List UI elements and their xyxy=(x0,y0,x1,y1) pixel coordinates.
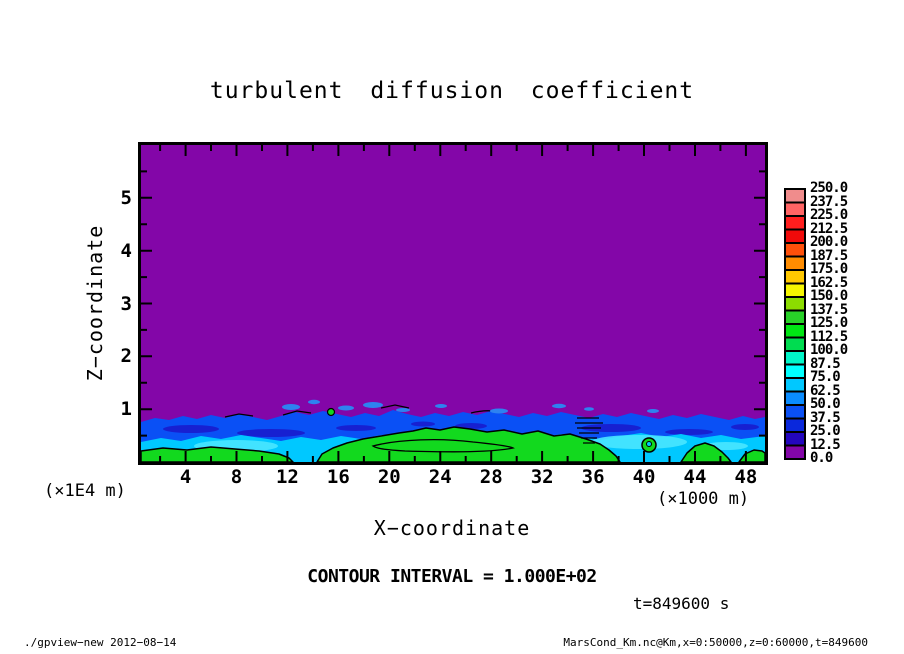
x-axis-label: X−coordinate xyxy=(373,516,531,540)
colorbar-label: 187.5 xyxy=(810,247,848,264)
x-tick-label: 4 xyxy=(179,466,192,488)
colorbar-label: 112.5 xyxy=(810,328,848,345)
z-tick-label: 4 xyxy=(120,239,132,262)
contour-interval-note: CONTOUR INTERVAL = 1.000E+02 xyxy=(307,566,597,587)
colorbar-cell xyxy=(784,296,806,312)
plot-area xyxy=(138,142,768,465)
green-cores xyxy=(141,407,765,462)
colorbar-cell xyxy=(784,215,806,231)
colorbar-cell xyxy=(784,255,806,271)
colorbar-cell xyxy=(784,390,806,406)
colorbar-cell xyxy=(784,242,806,258)
colorbar-label: 12.5 xyxy=(810,436,841,453)
detached-plumes xyxy=(282,399,659,414)
colorbar-cell xyxy=(784,323,806,339)
colorbar-cell xyxy=(784,228,806,244)
plot-title: turbulent diffusion coefficient xyxy=(209,78,695,104)
colorbar-label: 162.5 xyxy=(810,274,848,291)
colorbar-cell xyxy=(784,363,806,379)
contour-field xyxy=(141,145,765,462)
colorbar-label: 237.5 xyxy=(810,193,848,210)
colorbar-cell xyxy=(784,350,806,366)
x-tick-label: 20 xyxy=(377,466,401,488)
colorbar-label: 50.0 xyxy=(810,396,841,412)
colorbar-label: 37.5 xyxy=(810,409,841,426)
colorbar-label: 225.0 xyxy=(810,207,848,223)
colorbar-cell xyxy=(784,404,806,420)
colorbar-label: 75.0 xyxy=(810,369,841,385)
x-tick-label: 48 xyxy=(734,466,758,488)
footer-file-info: MarsCond_Km.nc@Km,x=0:50000,z=0:60000,t=… xyxy=(563,636,868,649)
colorbar-cell xyxy=(784,444,806,460)
colorbar-label: 0.0 xyxy=(810,450,833,466)
colorbar-cell xyxy=(784,201,806,217)
z-tick-label: 5 xyxy=(120,186,132,209)
colorbar xyxy=(784,188,806,460)
x-tick-label: 44 xyxy=(683,466,707,488)
colorbar-cell xyxy=(784,188,806,204)
colorbar-cell xyxy=(784,377,806,393)
axis-ticks xyxy=(141,145,765,462)
colorbar-label: 87.5 xyxy=(810,355,841,372)
zero-value-region xyxy=(141,145,765,462)
colorbar-label: 100.0 xyxy=(810,342,848,358)
x-tick-label: 12 xyxy=(275,466,299,488)
x-tick-label: 28 xyxy=(479,466,503,488)
footer-command-line: ./gpview−new 2012−08−14 xyxy=(24,636,177,649)
x-tick-label: 8 xyxy=(230,466,243,488)
colorbar-label: 137.5 xyxy=(810,301,848,318)
x-axis-unit: (×1000 m) xyxy=(657,489,750,509)
colorbar-cell xyxy=(784,431,806,447)
colorbar-label: 175.0 xyxy=(810,261,848,277)
colorbar-label: 62.5 xyxy=(810,382,841,399)
colorbar-label: 250.0 xyxy=(810,180,848,196)
colorbar-cell xyxy=(784,282,806,298)
colorbar-label: 125.0 xyxy=(810,315,848,331)
x-tick-label: 36 xyxy=(581,466,605,488)
colorbar-label: 212.5 xyxy=(810,220,848,237)
z-tick-label: 3 xyxy=(120,292,132,315)
colorbar-label: 25.0 xyxy=(810,423,841,439)
colorbar-label: 200.0 xyxy=(810,234,848,250)
colorbar-label: 150.0 xyxy=(810,288,848,304)
y-axis-label: Z−coordinate xyxy=(83,224,107,382)
colorbar-cell xyxy=(784,269,806,285)
colorbar-cell xyxy=(784,417,806,433)
z-tick-label: 1 xyxy=(120,398,132,421)
z-tick-label: 2 xyxy=(120,345,132,368)
colorbar-cell xyxy=(784,309,806,325)
x-tick-label: 16 xyxy=(326,466,350,488)
z-axis-unit: (×1E4 m) xyxy=(44,481,126,501)
x-tick-label: 32 xyxy=(530,466,554,488)
x-tick-label: 40 xyxy=(632,466,656,488)
x-tick-label: 24 xyxy=(428,466,452,488)
colorbar-cell xyxy=(784,336,806,352)
time-annotation: t=849600 s xyxy=(633,594,730,613)
